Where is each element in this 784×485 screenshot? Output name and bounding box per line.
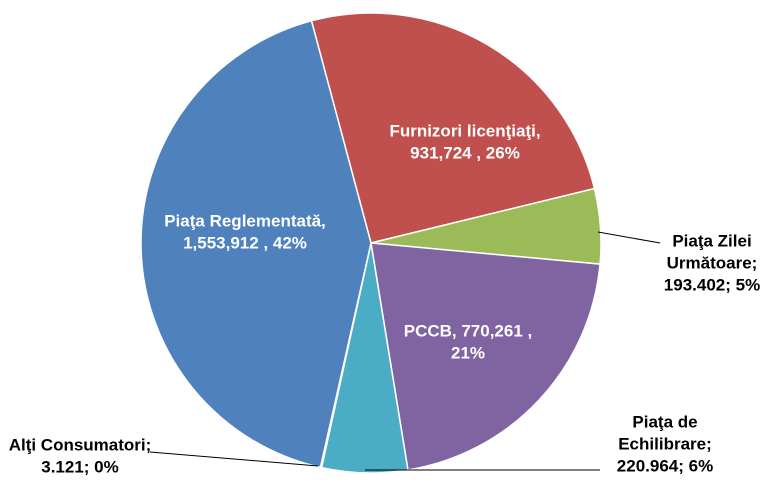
data-label: Piaţa Reglementată,: [164, 211, 326, 230]
data-label: 220.964; 6%: [617, 456, 713, 475]
data-label: 1,553,912 , 42%: [183, 233, 307, 252]
data-label: PCCB, 770,261 ,: [404, 321, 533, 340]
data-label: 3.121; 0%: [41, 457, 119, 476]
data-label: Alţi Consumatori;: [9, 435, 152, 454]
pie-slice: [140, 19, 372, 469]
data-label: Piaţa Zilei: [672, 231, 751, 250]
data-label: 193.402; 5%: [664, 275, 760, 294]
data-label: Următoare;: [667, 253, 758, 272]
pie-slice: [310, 12, 596, 244]
leader-line: [149, 451, 319, 467]
data-label: Piaţa de: [632, 412, 697, 431]
leader-line: [597, 231, 661, 244]
data-label: Furnizori licenţiaţi,: [389, 121, 540, 140]
pie-slice: [370, 242, 601, 471]
data-label: 21%: [451, 343, 485, 362]
data-label: Echilibrare;: [618, 434, 712, 453]
data-label: 931,724 , 26%: [410, 143, 520, 162]
